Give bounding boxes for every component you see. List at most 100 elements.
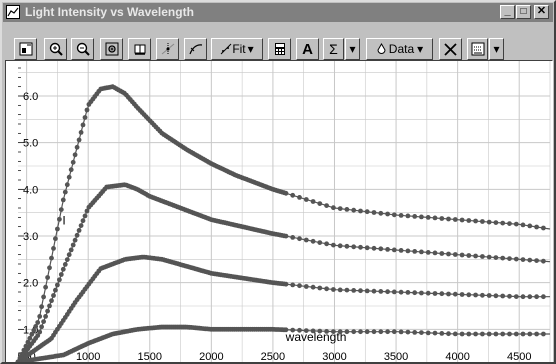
data-point	[480, 331, 485, 337]
sigma-icon: Σ	[329, 41, 338, 57]
data-point	[419, 214, 424, 220]
data-point	[68, 167, 74, 173]
data-point	[68, 247, 74, 253]
sum-dropdown-button[interactable]: ▾	[345, 38, 360, 60]
data-point	[64, 182, 70, 188]
graph-window-icon	[6, 5, 20, 19]
data-point	[459, 252, 465, 258]
data-point	[35, 333, 41, 338]
data-point	[358, 288, 363, 294]
data-point	[513, 221, 519, 227]
data-point	[452, 217, 458, 222]
data-point	[331, 205, 336, 211]
data-point	[72, 237, 78, 243]
data-point	[486, 293, 492, 298]
data-point	[466, 331, 472, 337]
autoscale-button[interactable]	[100, 38, 123, 60]
zoom-out-button[interactable]	[71, 38, 94, 60]
data-point	[391, 212, 397, 218]
data-point	[317, 285, 323, 291]
data-point	[480, 254, 485, 259]
x-tick-label: 4500	[507, 351, 531, 362]
graph-toolbar: Fit ▾ A Σ ▾ Data ▾ ▾	[3, 23, 553, 60]
data-point	[290, 235, 296, 240]
data-point	[425, 250, 431, 255]
data-point	[446, 216, 451, 222]
data-point	[493, 293, 499, 299]
graph-options-button[interactable]	[14, 38, 37, 60]
curve-fit-label: Fit	[232, 42, 246, 56]
data-point	[541, 294, 546, 300]
data-point	[432, 215, 438, 221]
graph-layout-dropdown-button[interactable]: ▾	[489, 38, 504, 60]
data-point	[446, 291, 451, 297]
data-point	[310, 328, 316, 334]
data-point	[466, 292, 472, 298]
data-point	[310, 284, 316, 290]
close-button[interactable]: ✕	[534, 5, 549, 19]
tangent-button[interactable]	[156, 38, 179, 60]
data-point	[82, 115, 88, 120]
data-point	[527, 257, 533, 263]
data-point	[378, 246, 384, 252]
data-menu-button[interactable]: Data ▾	[366, 38, 433, 60]
data-point	[473, 292, 478, 298]
remove-button[interactable]	[439, 38, 462, 60]
data-point	[507, 256, 512, 261]
data-point	[391, 329, 397, 335]
data-point	[500, 331, 506, 337]
data-point	[283, 327, 289, 333]
data-point	[534, 331, 539, 337]
data-point	[493, 331, 499, 337]
add-text-button[interactable]: A	[296, 38, 319, 60]
data-point	[27, 335, 33, 341]
data-point	[290, 327, 296, 333]
data-point	[364, 245, 370, 251]
data-point	[37, 329, 43, 335]
data-point	[317, 240, 323, 246]
data-point	[371, 329, 377, 335]
graph-plot-area[interactable]: 1.02.03.04.05.06.05001000150020002500300…	[5, 60, 553, 362]
data-point	[398, 213, 404, 218]
window-title: Light Intensity vs Wavelength	[25, 5, 194, 19]
light-intensity-chart[interactable]: 1.02.03.04.05.06.05001000150020002500300…	[6, 61, 552, 362]
data-point	[41, 294, 46, 300]
data-point	[473, 331, 478, 337]
data-point	[310, 199, 316, 204]
graph-layout-button[interactable]	[467, 38, 488, 60]
data-point	[49, 255, 54, 261]
sum-button[interactable]: Σ	[323, 38, 344, 60]
maximize-button[interactable]: □	[516, 5, 531, 19]
data-point	[378, 329, 384, 335]
data-point	[43, 284, 48, 290]
data-point	[337, 206, 343, 212]
data-point	[419, 290, 424, 296]
data-point	[513, 294, 519, 299]
minimize-button[interactable]: _	[500, 5, 515, 19]
data-point	[378, 289, 384, 294]
data-point	[72, 152, 78, 158]
data-point	[297, 195, 302, 200]
data-point	[466, 253, 472, 258]
data-point	[486, 219, 492, 225]
zoom-in-button[interactable]	[44, 38, 67, 60]
integral-button[interactable]	[184, 38, 207, 60]
data-point	[520, 294, 526, 300]
data-point	[35, 320, 41, 325]
data-point	[405, 248, 411, 254]
statistics-button[interactable]	[268, 38, 291, 60]
data-point	[439, 331, 445, 336]
data-point	[66, 252, 72, 258]
data-point	[337, 243, 343, 249]
y-tick-label: 2.0	[23, 278, 38, 290]
data-point	[58, 207, 64, 213]
data-point	[412, 290, 418, 296]
curve-fit-button[interactable]: Fit ▾	[211, 38, 263, 60]
data-point	[70, 242, 76, 248]
data-point	[60, 266, 66, 272]
data-point	[53, 236, 58, 242]
data-point	[60, 197, 66, 203]
title-bar[interactable]: Light Intensity vs Wavelength _ □ ✕	[3, 3, 553, 22]
zoom-in-icon	[49, 42, 63, 56]
examine-button[interactable]	[128, 38, 151, 60]
